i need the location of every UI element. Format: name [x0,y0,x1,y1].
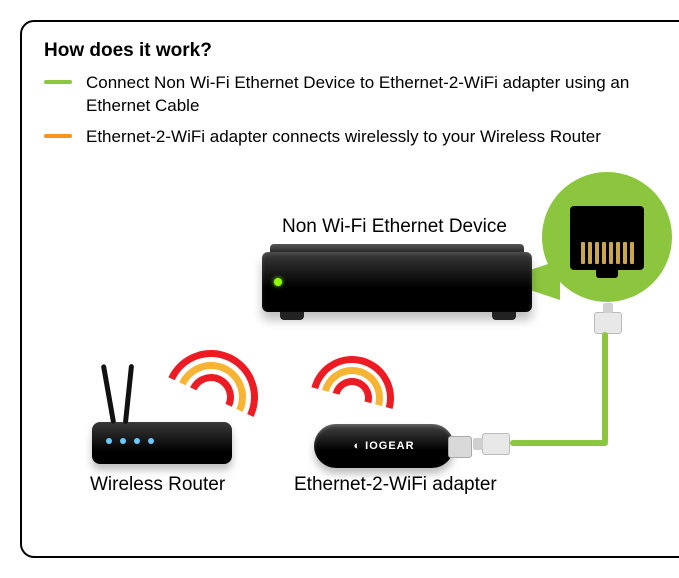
antenna-icon [101,364,116,424]
legend: Connect Non Wi-Fi Ethernet Device to Eth… [44,72,675,157]
ethernet-plug-icon [594,312,622,334]
legend-row-wireless: Ethernet-2-WiFi adapter connects wireles… [44,126,675,149]
diagram-frame: How does it work? Connect Non Wi-Fi Ethe… [20,20,679,558]
device-foot [492,312,516,320]
antenna-icon [123,364,134,424]
ethernet-plug-icon [482,433,510,455]
device-foot [280,312,304,320]
ethernet-cable [510,440,608,446]
adapter-port-icon [448,436,472,458]
rj45-pins [581,242,634,264]
ethernet-device-icon [262,252,532,312]
legend-text-cable: Connect Non Wi-Fi Ethernet Device to Eth… [86,72,646,118]
legend-swatch-green [44,80,72,84]
diagram-area: Non Wi-Fi Ethernet Device Wireless Route… [22,192,679,556]
legend-text-wireless: Ethernet-2-WiFi adapter connects wireles… [86,126,601,149]
label-router: Wireless Router [90,474,225,496]
legend-swatch-orange [44,134,72,138]
ethernet-cable [602,332,608,442]
label-device: Non Wi-Fi Ethernet Device [282,216,507,238]
title: How does it work? [44,40,212,62]
adapter-brand: ◐ IOGEAR [353,440,414,452]
label-adapter: Ethernet-2-WiFi adapter [294,474,497,496]
ethernet-port-icon [570,206,644,270]
legend-row-cable: Connect Non Wi-Fi Ethernet Device to Eth… [44,72,675,118]
